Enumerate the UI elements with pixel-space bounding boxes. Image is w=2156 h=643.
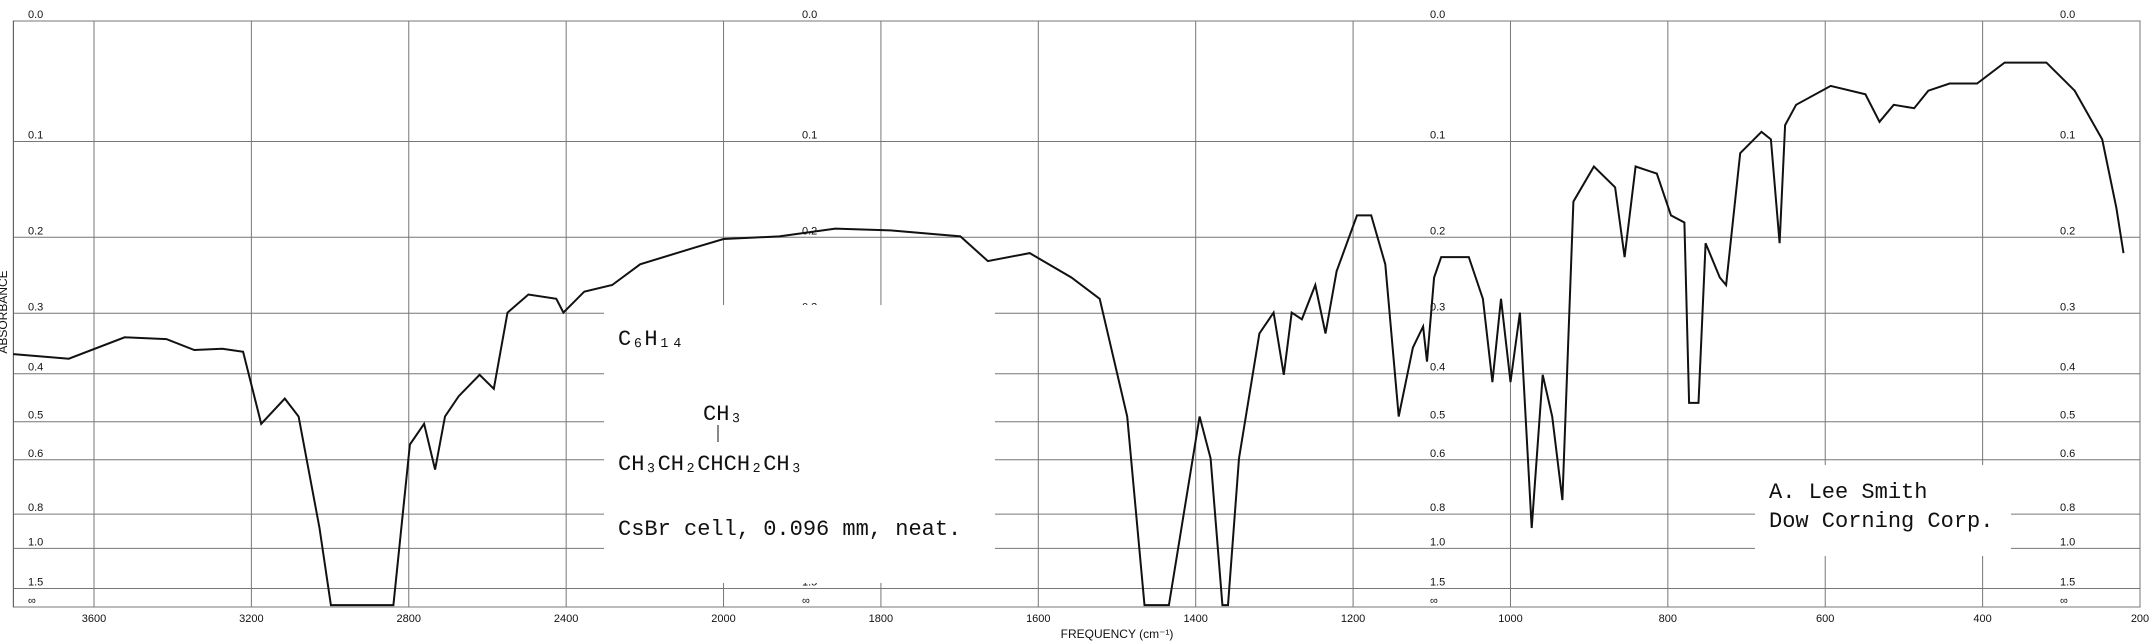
y-tick-label: 0.8 <box>2060 502 2075 514</box>
plot <box>13 61 2125 607</box>
y-tick-label: 0.2 <box>1430 225 1445 237</box>
y-tick-label: 1.5 <box>1430 576 1445 588</box>
y-tick-label: ∞ <box>2060 595 2068 607</box>
credit-line: A. Lee Smith <box>1769 480 1927 505</box>
y-tick-label: 0.3 <box>28 301 43 313</box>
y-tick-label: 0.0 <box>1430 9 1445 21</box>
y-tick-label: 0.4 <box>2060 362 2075 374</box>
x-tick-label: 2400 <box>554 613 578 625</box>
y-tick-label: 0.3 <box>2060 301 2075 313</box>
y-tick-label: 0.6 <box>1430 448 1445 460</box>
y-tick-label: ∞ <box>28 595 36 607</box>
y-tick-label: 0.2 <box>2060 225 2075 237</box>
y-tick-label: 0.1 <box>802 130 817 142</box>
x-tick-label: 1800 <box>869 613 893 625</box>
y-tick-label: 0.0 <box>2060 9 2075 21</box>
structure-branch: CH₃ <box>703 402 743 427</box>
x-tick-label: 200 <box>2131 613 2149 625</box>
x-tick-label: 2000 <box>711 613 735 625</box>
y-tick-label: 1.5 <box>28 576 43 588</box>
y-tick-label: 0.6 <box>2060 448 2075 460</box>
grid: 3600 3200 2800 2400 2000 1800 1600 1400 1200 1000… <box>12 9 2149 625</box>
x-tick-label: 1600 <box>1026 613 1050 625</box>
y-tick-label: 0.1 <box>28 130 43 142</box>
y-tick-label: 0.6 <box>28 448 43 460</box>
spectrum-line <box>13 61 2125 607</box>
x-axis-label: FREQUENCY (cm⁻¹) <box>1061 627 1174 641</box>
y-tick-label: 0.8 <box>1430 502 1445 514</box>
y-axis-label: ABSORBANCE <box>0 270 10 353</box>
x-tick-label: 3600 <box>82 613 106 625</box>
y-tick-label: 0.8 <box>28 502 43 514</box>
formula: C₆H₁₄ <box>618 327 684 352</box>
y-tick-label: 0.3 <box>1430 301 1445 313</box>
credit-line: Dow Corning Corp. <box>1769 509 1993 534</box>
y-tick-label: 0.4 <box>1430 362 1445 374</box>
y-tick-label: 0.5 <box>2060 410 2075 422</box>
structure: CH₃CH₂CHCH₂CH₃ <box>618 452 803 477</box>
y-tick-label: 0.0 <box>802 9 817 21</box>
x-tick-label: 3200 <box>239 613 263 625</box>
x-tick-label: 1400 <box>1183 613 1207 625</box>
y-tick-label: ∞ <box>802 595 810 607</box>
y-tick-label: 1.0 <box>28 536 43 548</box>
credit-box <box>1755 465 2011 556</box>
x-tick-label: 1200 <box>1341 613 1365 625</box>
y-tick-label: 1.5 <box>2060 576 2075 588</box>
sample-note: CsBr cell, 0.096 mm, neat. <box>618 517 961 542</box>
x-tick-label: 600 <box>1816 613 1834 625</box>
sample-box <box>604 305 995 583</box>
y-tick-label: 1.0 <box>2060 536 2075 548</box>
x-tick-label: 1000 <box>1498 613 1522 625</box>
y-tick-label: 0.5 <box>28 410 43 422</box>
x-tick-label: 2800 <box>397 613 421 625</box>
y-tick-label: 0.2 <box>28 225 43 237</box>
y-tick-label: 0.5 <box>1430 410 1445 422</box>
y-tick-label: 0.4 <box>28 362 43 374</box>
y-tick-label: 0.1 <box>2060 130 2075 142</box>
x-tick-label: 400 <box>1973 613 1991 625</box>
y-tick-label: ∞ <box>1430 595 1438 607</box>
y-tick-label: 1.0 <box>1430 536 1445 548</box>
y-tick-label: 0.0 <box>28 9 43 21</box>
x-tick-label: 800 <box>1659 613 1677 625</box>
y-tick-label: 0.1 <box>1430 130 1445 142</box>
